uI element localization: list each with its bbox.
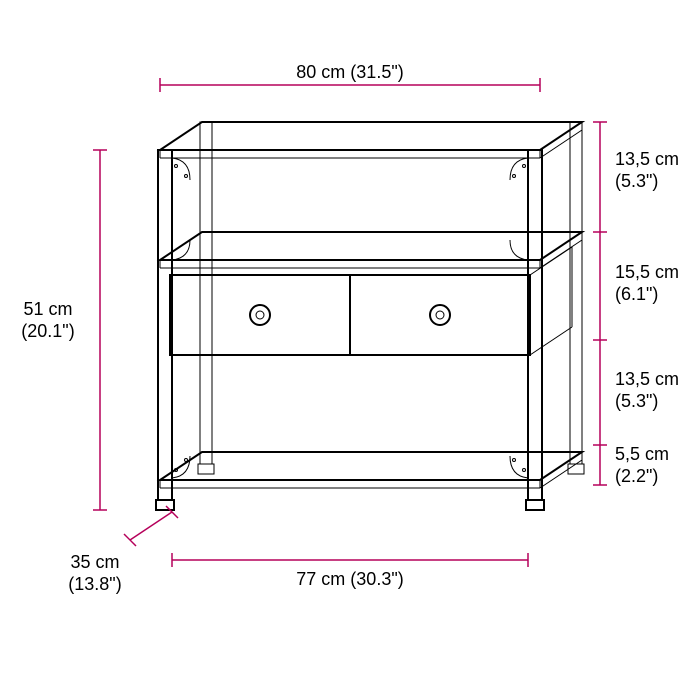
- dim-width-top-label: 80 cm (31.5"): [296, 62, 403, 82]
- dim-r2: 15,5 cm (6.1"): [593, 232, 679, 340]
- dim-r4: 5,5 cm (2.2"): [593, 444, 669, 486]
- bottom-shelf: [160, 452, 582, 488]
- dim-r4-label-1: 5,5 cm: [615, 444, 669, 464]
- top-shelf: [160, 122, 582, 158]
- dim-r2-label-2: (6.1"): [615, 284, 658, 304]
- furniture-diagram: 80 cm (31.5") 77 cm (30.3") 51 cm (20.1"…: [0, 0, 700, 700]
- dim-r3-label-2: (5.3"): [615, 391, 658, 411]
- dim-width-bottom-label: 77 cm (30.3"): [296, 569, 403, 589]
- drawer-row: [170, 247, 572, 355]
- dim-r3: 13,5 cm (5.3"): [593, 340, 679, 445]
- dim-height-left: 51 cm (20.1"): [21, 150, 107, 510]
- dim-height-left-label-2: (20.1"): [21, 321, 74, 341]
- dim-height-left-label-1: 51 cm: [23, 299, 72, 319]
- dim-r1: 13,5 cm (5.3"): [593, 122, 679, 232]
- dim-r1-label-2: (5.3"): [615, 171, 658, 191]
- dim-r3-label-1: 13,5 cm: [615, 369, 679, 389]
- dim-width-top: 80 cm (31.5"): [160, 62, 540, 92]
- mid-shelf: [160, 232, 582, 268]
- dim-depth: 35 cm (13.8"): [68, 506, 178, 594]
- dim-width-bottom: 77 cm (30.3"): [172, 553, 528, 589]
- dim-depth-label-1: 35 cm: [70, 552, 119, 572]
- dim-depth-label-2: (13.8"): [68, 574, 121, 594]
- dim-r2-label-1: 15,5 cm: [615, 262, 679, 282]
- dim-r1-label-1: 13,5 cm: [615, 149, 679, 169]
- dim-r4-label-2: (2.2"): [615, 466, 658, 486]
